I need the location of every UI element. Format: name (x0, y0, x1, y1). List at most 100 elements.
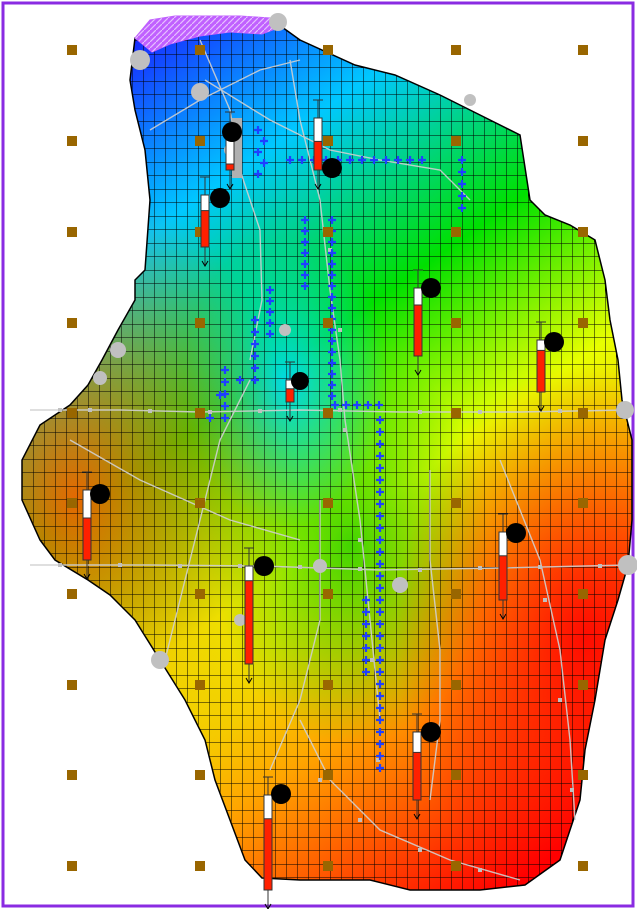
plot-dot-square-icon (67, 318, 77, 328)
plus-marker-icon (362, 644, 370, 652)
plus-marker-icon (260, 137, 268, 145)
plus-marker-icon (260, 159, 268, 167)
plot-dot-square-icon (451, 680, 461, 690)
well-gauge-icon[interactable] (82, 471, 110, 580)
boundary-node (376, 758, 380, 762)
well-arrow-icon (286, 415, 294, 422)
well-gauge-icon[interactable] (313, 99, 342, 190)
well-gauge-icon[interactable] (412, 713, 441, 820)
plot-dot-square-icon (578, 770, 588, 780)
boundary-node (328, 248, 332, 252)
boundary-node (418, 568, 422, 572)
plot-dot-square-icon (451, 589, 461, 599)
plus-marker-icon (216, 391, 224, 399)
boundary-node (238, 564, 242, 568)
plot-dot-square-icon (451, 408, 461, 418)
plus-marker-icon (328, 249, 336, 257)
inactive-cell-patch (464, 94, 476, 106)
plus-marker-icon (328, 370, 336, 378)
well-level-bar (263, 818, 273, 891)
inactive-cell-patch (93, 371, 107, 385)
plot-dot-square-icon (195, 318, 205, 328)
boundary-node (148, 409, 152, 413)
plot-dot-square-icon (195, 45, 205, 55)
plus-marker-icon (251, 352, 259, 360)
inactive-cell-patch (191, 83, 209, 101)
plus-marker-icon (376, 668, 384, 676)
plot-dot-square-icon (195, 861, 205, 871)
well-level-bar (200, 210, 210, 248)
plus-marker-icon (266, 319, 274, 327)
plus-marker-icon (382, 156, 390, 164)
well-level-bar (82, 517, 92, 561)
well-gauge-icon[interactable] (263, 776, 291, 909)
boundary-node (208, 410, 212, 414)
plot-dot-square-icon (323, 136, 333, 146)
plus-marker-icon (362, 656, 370, 664)
plus-marker-icon (353, 401, 361, 409)
plus-marker-icon (328, 392, 336, 400)
plot-dot-square-icon (195, 498, 205, 508)
plus-marker-icon (376, 716, 384, 724)
well-arrow-icon (226, 183, 234, 190)
well-head-dot (421, 278, 441, 298)
well-level-bar (413, 304, 423, 357)
well-gauge-icon[interactable] (536, 321, 564, 412)
well-arrow-icon (264, 903, 272, 909)
plus-marker-icon (376, 464, 384, 472)
plot-dot-square-icon (451, 318, 461, 328)
plus-marker-icon (458, 156, 466, 164)
plus-marker-icon (254, 148, 262, 156)
plot-dot-square-icon (195, 589, 205, 599)
plus-marker-icon (298, 156, 306, 164)
plus-marker-icon (376, 416, 384, 424)
plus-marker-icon (328, 216, 336, 224)
well-gauge-icon[interactable] (498, 513, 526, 620)
plot-dot-square-icon (67, 861, 77, 871)
boundary-node (478, 410, 482, 414)
plus-marker-icon (376, 620, 384, 628)
plus-marker-icon (301, 216, 309, 224)
well-gauge-icon[interactable] (200, 176, 230, 267)
plot-dot-square-icon (578, 45, 588, 55)
wells[interactable] (82, 99, 564, 909)
inactive-cell-patch (279, 324, 291, 336)
well-gauge-icon[interactable] (222, 111, 242, 190)
plus-marker-icon (376, 476, 384, 484)
well-gauge-icon[interactable] (285, 361, 309, 422)
well-head-dot (254, 556, 274, 576)
plot-dot-square-icon (67, 680, 77, 690)
plus-marker-icon (251, 328, 259, 336)
plot-dot-square-icon (67, 136, 77, 146)
plot-dot-square-icon (195, 770, 205, 780)
inactive-cell-patch (110, 342, 126, 358)
boundary-node (478, 868, 482, 872)
well-level-bar (285, 388, 295, 403)
plus-marker-icon (358, 156, 366, 164)
plus-marker-icon (236, 376, 244, 384)
plus-marker-icon (376, 752, 384, 760)
plot-points (67, 45, 588, 871)
plot-dot-square-icon (323, 680, 333, 690)
well-head-dot (271, 784, 291, 804)
inactive-patches (58, 13, 637, 872)
plus-marker-icon (328, 238, 336, 246)
plus-marker-icon (376, 692, 384, 700)
high-value-markers (206, 126, 466, 772)
plus-marker-icon (370, 156, 378, 164)
boundary-node (558, 698, 562, 702)
plus-marker-icon (376, 596, 384, 604)
plus-marker-icon (251, 376, 259, 384)
well-gauge-icon[interactable] (413, 269, 441, 376)
well-gauge-icon[interactable] (244, 547, 274, 684)
plus-marker-icon (328, 359, 336, 367)
inactive-cell-patch (269, 13, 287, 31)
plot-dot-square-icon (578, 589, 588, 599)
plot-dot-square-icon (67, 498, 77, 508)
plus-marker-icon (266, 330, 274, 338)
plus-marker-icon (301, 271, 309, 279)
inactive-cell-patch (392, 577, 408, 593)
well-arrow-icon (499, 613, 507, 620)
